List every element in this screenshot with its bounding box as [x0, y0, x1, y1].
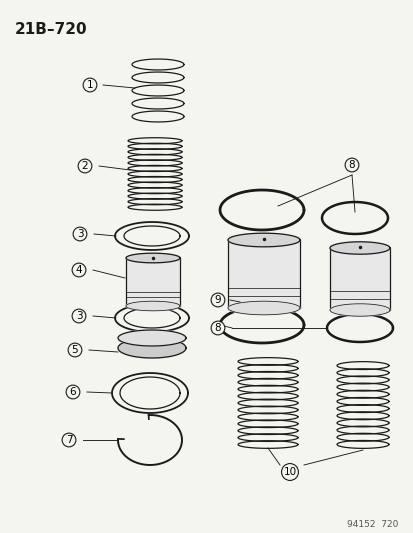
Text: 4: 4 [76, 265, 82, 275]
Text: 1: 1 [86, 80, 93, 90]
Text: 9: 9 [214, 295, 221, 305]
Text: 6: 6 [69, 387, 76, 397]
Bar [126, 258, 180, 306]
Polygon shape [329, 304, 389, 316]
Polygon shape [118, 330, 185, 346]
Text: 7: 7 [66, 435, 72, 445]
Polygon shape [329, 242, 389, 254]
Polygon shape [126, 253, 180, 263]
Polygon shape [228, 301, 299, 315]
Polygon shape [126, 301, 180, 311]
Bar [329, 248, 389, 310]
Text: 21B–720: 21B–720 [15, 22, 88, 37]
Text: 10: 10 [283, 467, 296, 477]
Text: 5: 5 [71, 345, 78, 355]
Polygon shape [118, 338, 185, 358]
Bar [228, 240, 299, 308]
Text: 2: 2 [81, 161, 88, 171]
Polygon shape [228, 233, 299, 247]
Text: 8: 8 [214, 323, 221, 333]
Text: 3: 3 [76, 229, 83, 239]
Text: 94152  720: 94152 720 [346, 520, 397, 529]
Text: 3: 3 [76, 311, 82, 321]
Text: 8: 8 [348, 160, 354, 170]
